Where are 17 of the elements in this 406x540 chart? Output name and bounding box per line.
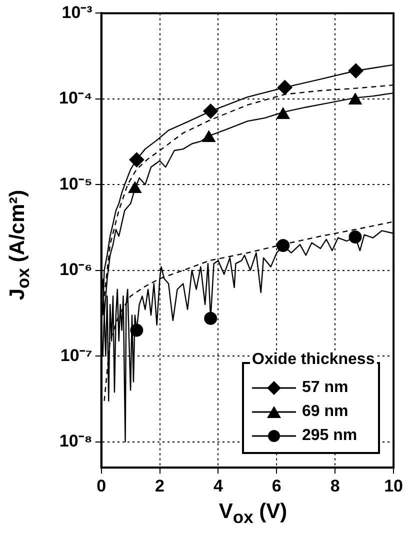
- x-tick-label: 10: [384, 476, 404, 496]
- y-tick-label: 10⁻⁶: [60, 260, 92, 280]
- legend-title: Oxide thickness: [250, 351, 377, 369]
- legend-label: 57 nm: [302, 379, 348, 397]
- x-tick-label: 2: [155, 476, 164, 496]
- y-tick-label: 10⁻³: [62, 2, 93, 22]
- x-tick-label: 0: [96, 476, 106, 496]
- x-axis-title: V$_{ox}$ (V): [218, 500, 288, 528]
- y-tick-label: 10⁻⁵: [59, 174, 92, 194]
- x-tick-label: 8: [330, 476, 340, 496]
- legend-label: 295 nm: [302, 427, 358, 445]
- legend-label: 69 nm: [302, 403, 348, 421]
- y-tick-label: 10⁻⁴: [58, 88, 92, 108]
- y-tick-label: 10⁻⁸: [59, 431, 92, 450]
- x-tick-label: 4: [213, 476, 224, 496]
- y-tick-label: 10⁻⁷: [60, 346, 92, 365]
- x-tick-label: 6: [272, 476, 282, 496]
